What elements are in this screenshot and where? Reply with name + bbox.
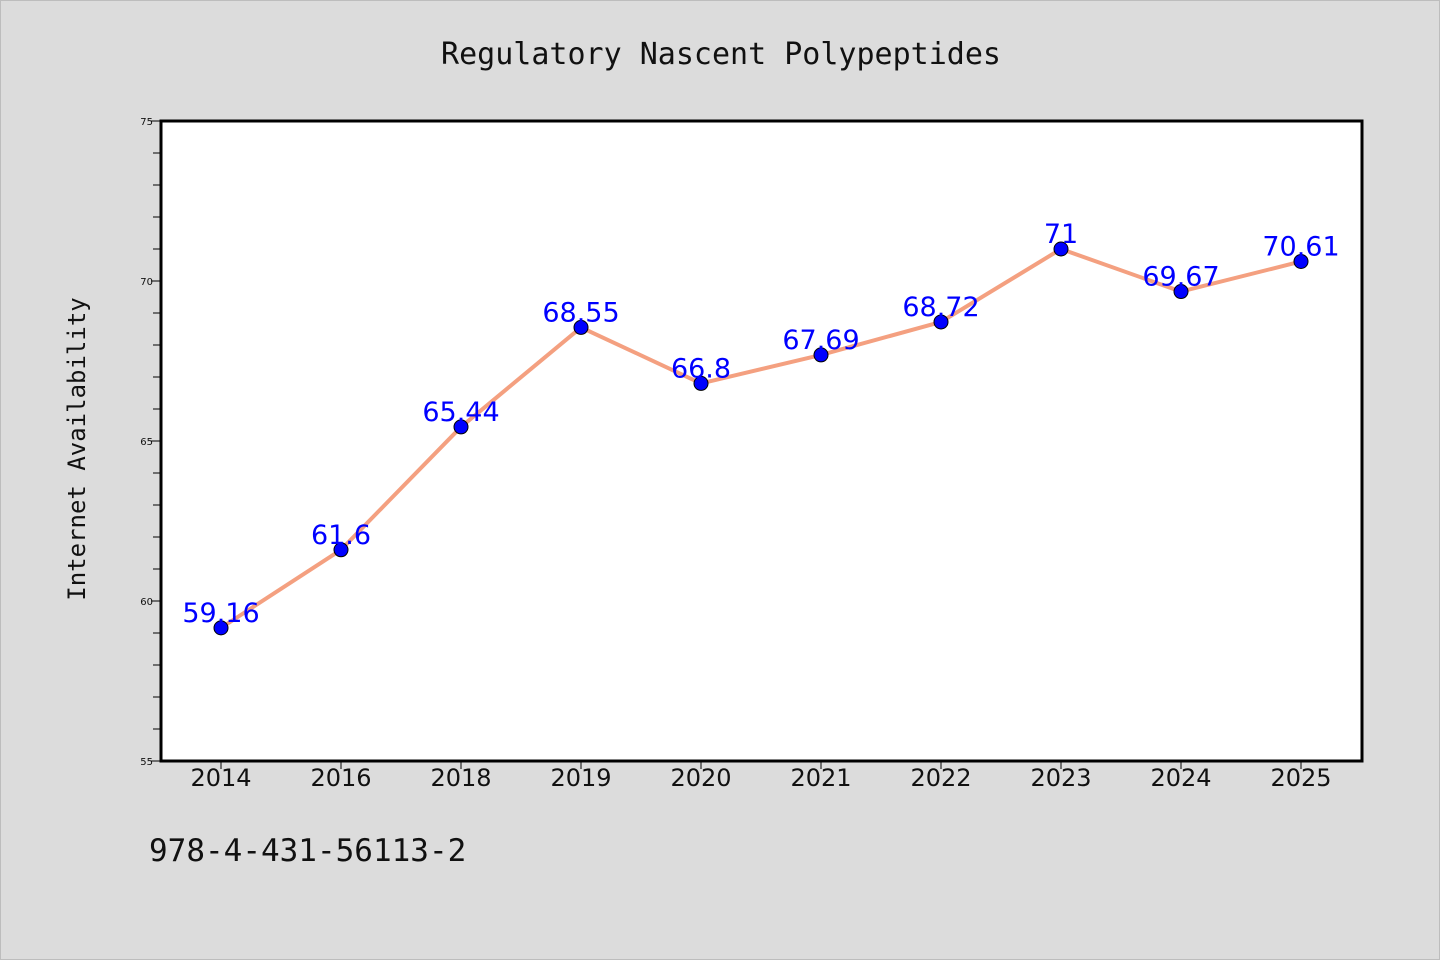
series-line — [219, 247, 1303, 630]
y-tick-label: 60 — [140, 597, 153, 608]
data-label: 66.8 — [671, 353, 731, 384]
y-tick-label: 65 — [140, 437, 153, 448]
data-point — [933, 314, 949, 330]
data-point — [1173, 284, 1189, 300]
data-point — [693, 375, 709, 391]
x-tick-label: 2023 — [1030, 764, 1091, 792]
y-tick-label: 70 — [140, 277, 153, 288]
data-point — [213, 620, 229, 636]
data-label: 70.61 — [1262, 231, 1339, 262]
data-label: 67.69 — [782, 325, 859, 356]
x-tick-label: 2018 — [430, 764, 491, 792]
x-tick-label: 2020 — [670, 764, 731, 792]
y-axis-ticks: 55 60 65 70 75 — [140, 117, 161, 768]
data-point — [333, 542, 349, 558]
data-label: 68.72 — [902, 292, 979, 323]
data-label: 59.16 — [182, 598, 259, 629]
footer-code: 978-4-431-56113-2 — [149, 833, 467, 869]
plot-area — [159, 119, 1364, 763]
data-point — [573, 319, 589, 335]
x-tick-label: 2022 — [910, 764, 971, 792]
data-point — [813, 347, 829, 363]
x-tick-label: 2019 — [550, 764, 611, 792]
series-layer — [213, 241, 1309, 636]
data-label: 71 — [1044, 219, 1078, 250]
x-axis-ticks: 2014 2016 2018 2019 2020 2021 2022 2023 2024 2025 — [190, 761, 1332, 792]
x-tick-label: 2021 — [790, 764, 851, 792]
data-point — [1293, 253, 1309, 269]
data-label: 69.67 — [1142, 262, 1219, 293]
data-point — [1053, 241, 1069, 257]
x-tick-label: 2014 — [190, 764, 251, 792]
x-tick-label: 2024 — [1150, 764, 1211, 792]
x-tick-label: 2016 — [310, 764, 371, 792]
y-tick-label: 75 — [140, 117, 153, 128]
data-labels-layer: 59.16 61.6 65.44 68.55 66.8 67.69 68.72 71 69.67… — [182, 219, 1339, 629]
y-tick-label: 55 — [140, 757, 153, 768]
data-label: 68.55 — [542, 297, 619, 328]
y-axis-label: Internet Availability — [63, 297, 91, 600]
data-label: 65.44 — [422, 397, 499, 428]
data-label: 61.6 — [311, 520, 371, 551]
data-point — [453, 419, 469, 435]
x-tick-label: 2025 — [1270, 764, 1331, 792]
chart-title: Regulatory Nascent Polypeptides — [441, 37, 1001, 72]
